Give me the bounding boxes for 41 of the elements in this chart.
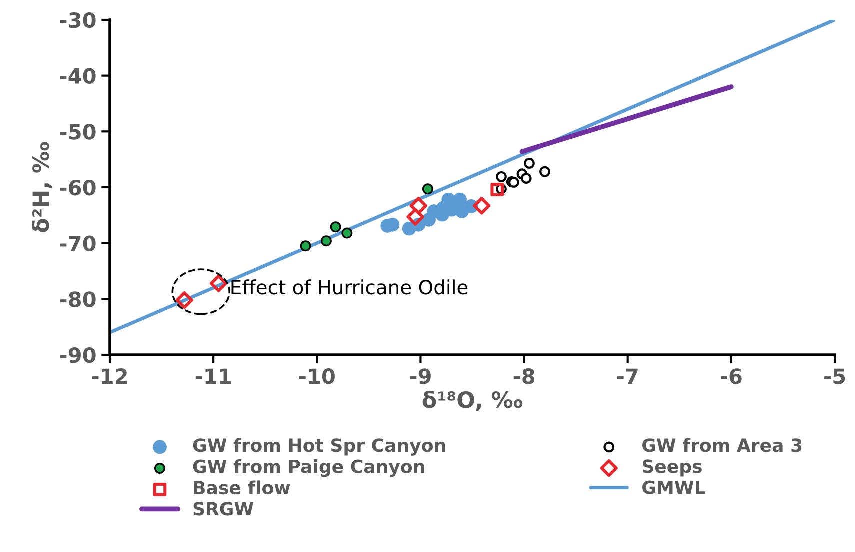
x-tick-label: -12 bbox=[92, 368, 128, 384]
y-tick-label: -70 bbox=[60, 236, 96, 252]
point bbox=[422, 184, 434, 195]
y-tick-label: -50 bbox=[60, 124, 96, 140]
point bbox=[496, 171, 507, 182]
y-tick-label: -30 bbox=[60, 12, 96, 28]
point bbox=[300, 240, 312, 252]
point bbox=[176, 291, 194, 310]
x-axis-title: δ¹⁸O, ‰ bbox=[422, 390, 523, 412]
legend-label: GW from Hot Spr Canyon bbox=[193, 438, 446, 456]
point bbox=[490, 183, 504, 196]
point bbox=[524, 158, 535, 169]
annotation: Effect of Hurricane Odile bbox=[232, 280, 468, 295]
x-tick-label: -6 bbox=[720, 368, 742, 384]
y-axis-title: δ²H, ‰ bbox=[32, 142, 52, 232]
point bbox=[540, 166, 550, 178]
x-tick-label: -10 bbox=[299, 368, 335, 384]
legend-label: Base flow bbox=[194, 480, 290, 495]
legend-label: Seeps bbox=[642, 460, 702, 477]
x-tick-label: -9 bbox=[410, 368, 431, 384]
x-tick-label: -5 bbox=[824, 368, 846, 384]
y-tick-label: -90 bbox=[60, 347, 96, 364]
legend-label: GW from Area 3 bbox=[642, 438, 802, 452]
legend-label: GMWL bbox=[642, 480, 706, 494]
point bbox=[330, 222, 342, 233]
point bbox=[520, 173, 532, 184]
point bbox=[473, 197, 491, 215]
x-tick-label: -8 bbox=[514, 368, 535, 384]
point bbox=[410, 197, 428, 215]
point bbox=[453, 192, 468, 207]
y-tick-label: -60 bbox=[60, 180, 96, 196]
point bbox=[406, 208, 424, 226]
point bbox=[210, 274, 228, 292]
y-tick-label: -80 bbox=[60, 292, 96, 308]
x-tick-label: -7 bbox=[617, 368, 638, 384]
legend-label: GW from Paige Canyon bbox=[193, 459, 424, 478]
point bbox=[342, 228, 353, 239]
x-tick-label: -11 bbox=[196, 368, 231, 384]
point bbox=[320, 236, 332, 247]
legend-label: SRGW bbox=[194, 502, 254, 516]
y-tick-label: -40 bbox=[60, 68, 96, 84]
